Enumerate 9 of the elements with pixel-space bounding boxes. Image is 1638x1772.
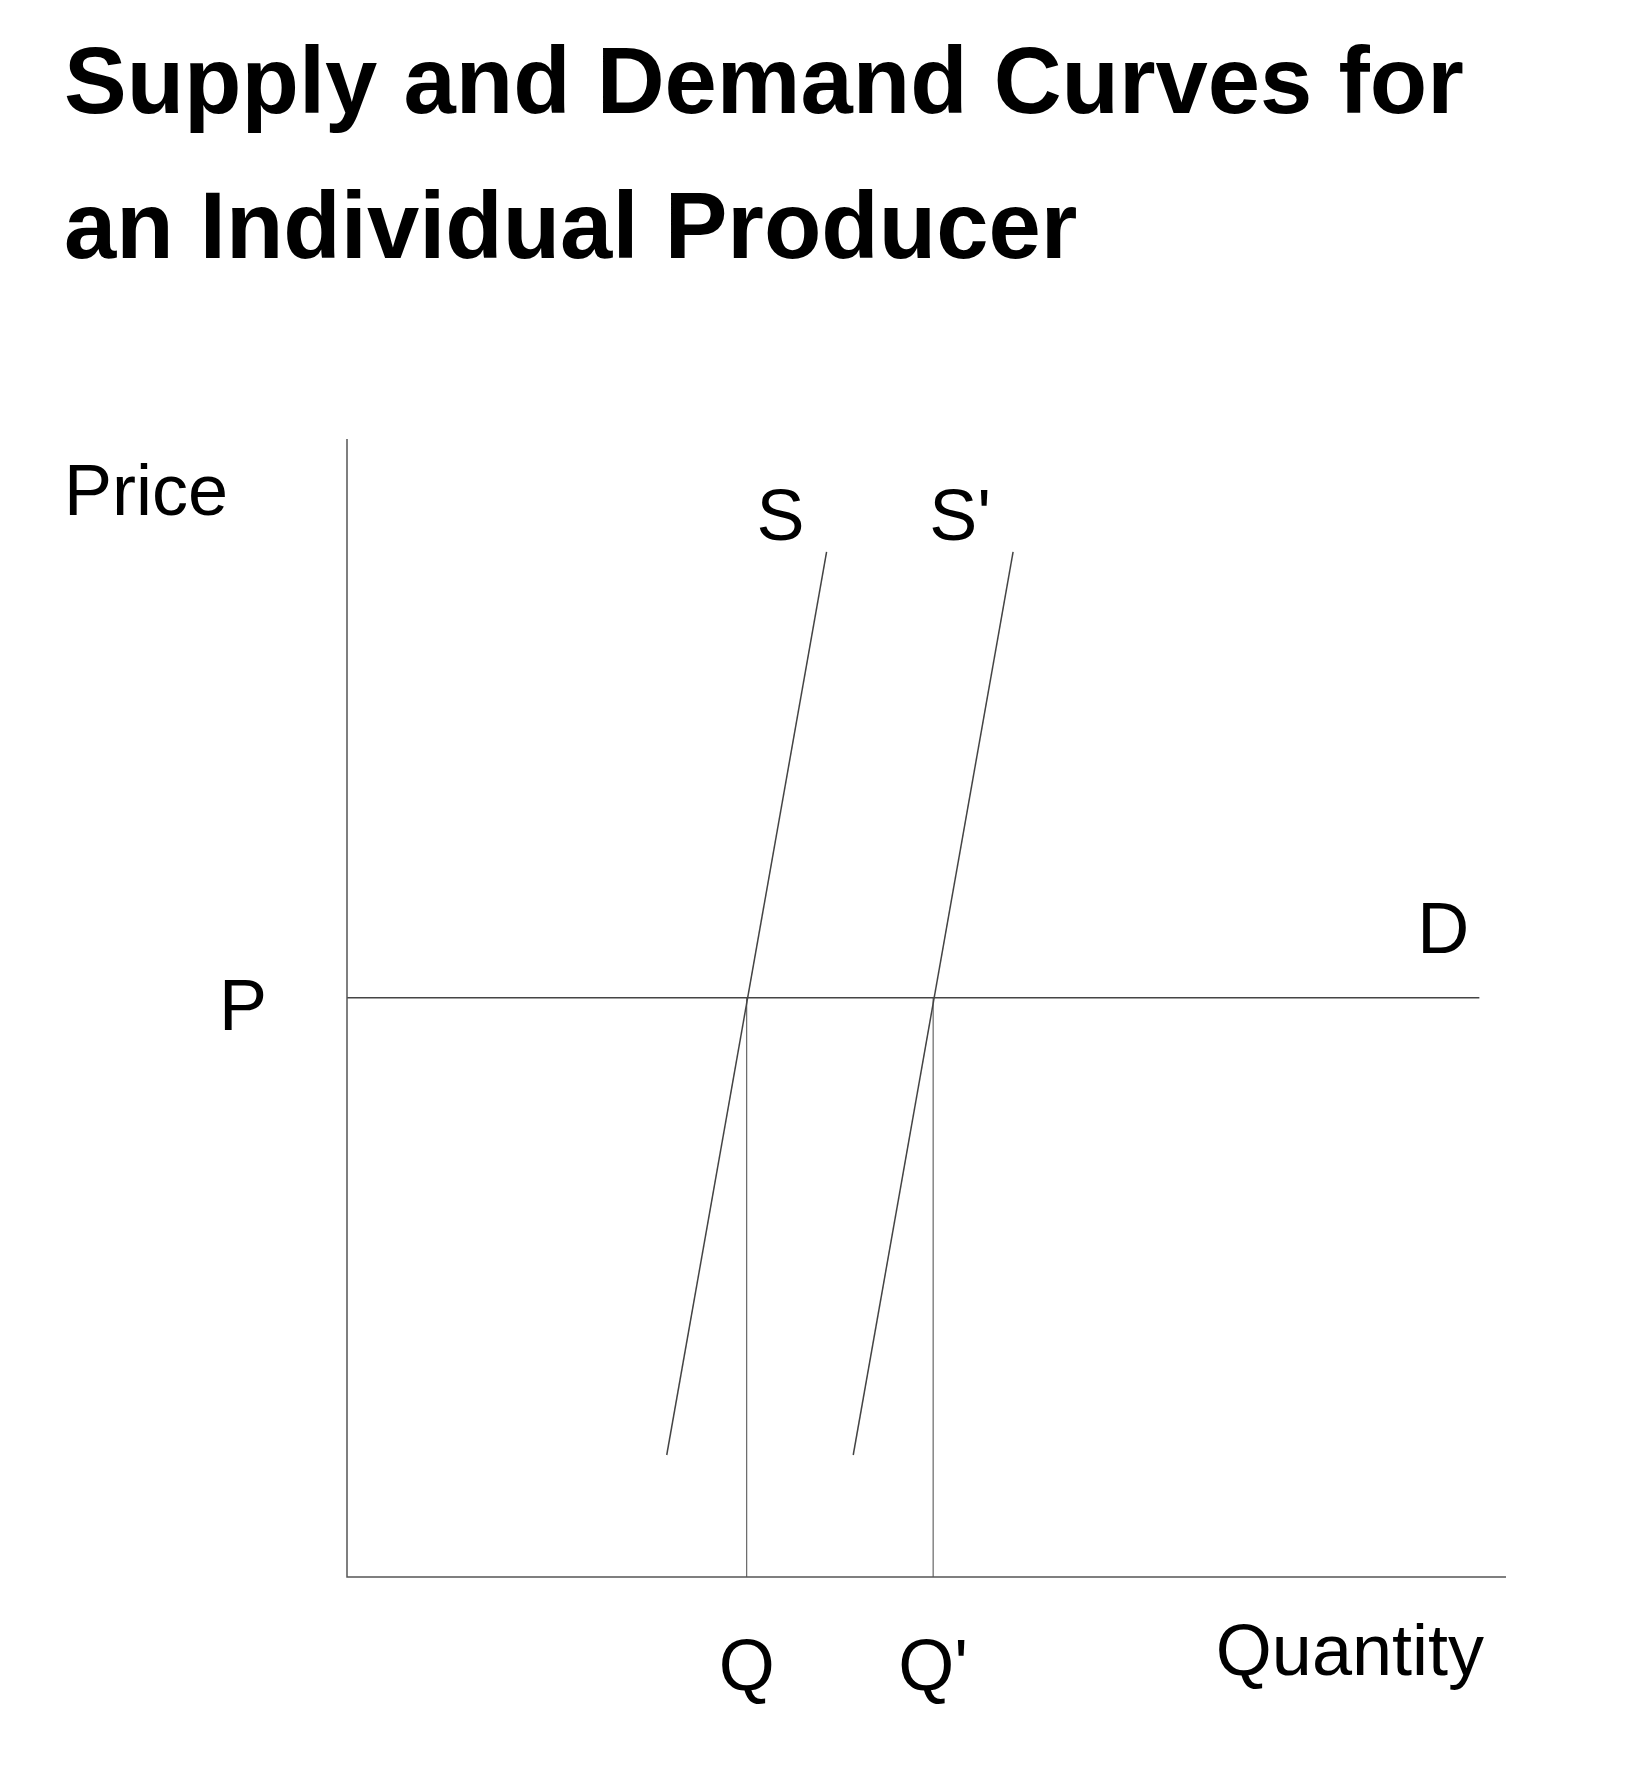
text: P [218,964,267,1045]
series-label: S' [929,474,992,555]
series-label: D [1417,887,1470,968]
x-tick-label: Q' [898,1625,969,1706]
y-axis-title: Price [64,450,229,530]
chart-title: Supply and Demand Curves for an Individual Producer [64,27,1465,280]
x-tick-label: Q [718,1625,775,1706]
x-axis-title: Quantity [1215,1610,1484,1690]
series-label: S [756,474,805,555]
